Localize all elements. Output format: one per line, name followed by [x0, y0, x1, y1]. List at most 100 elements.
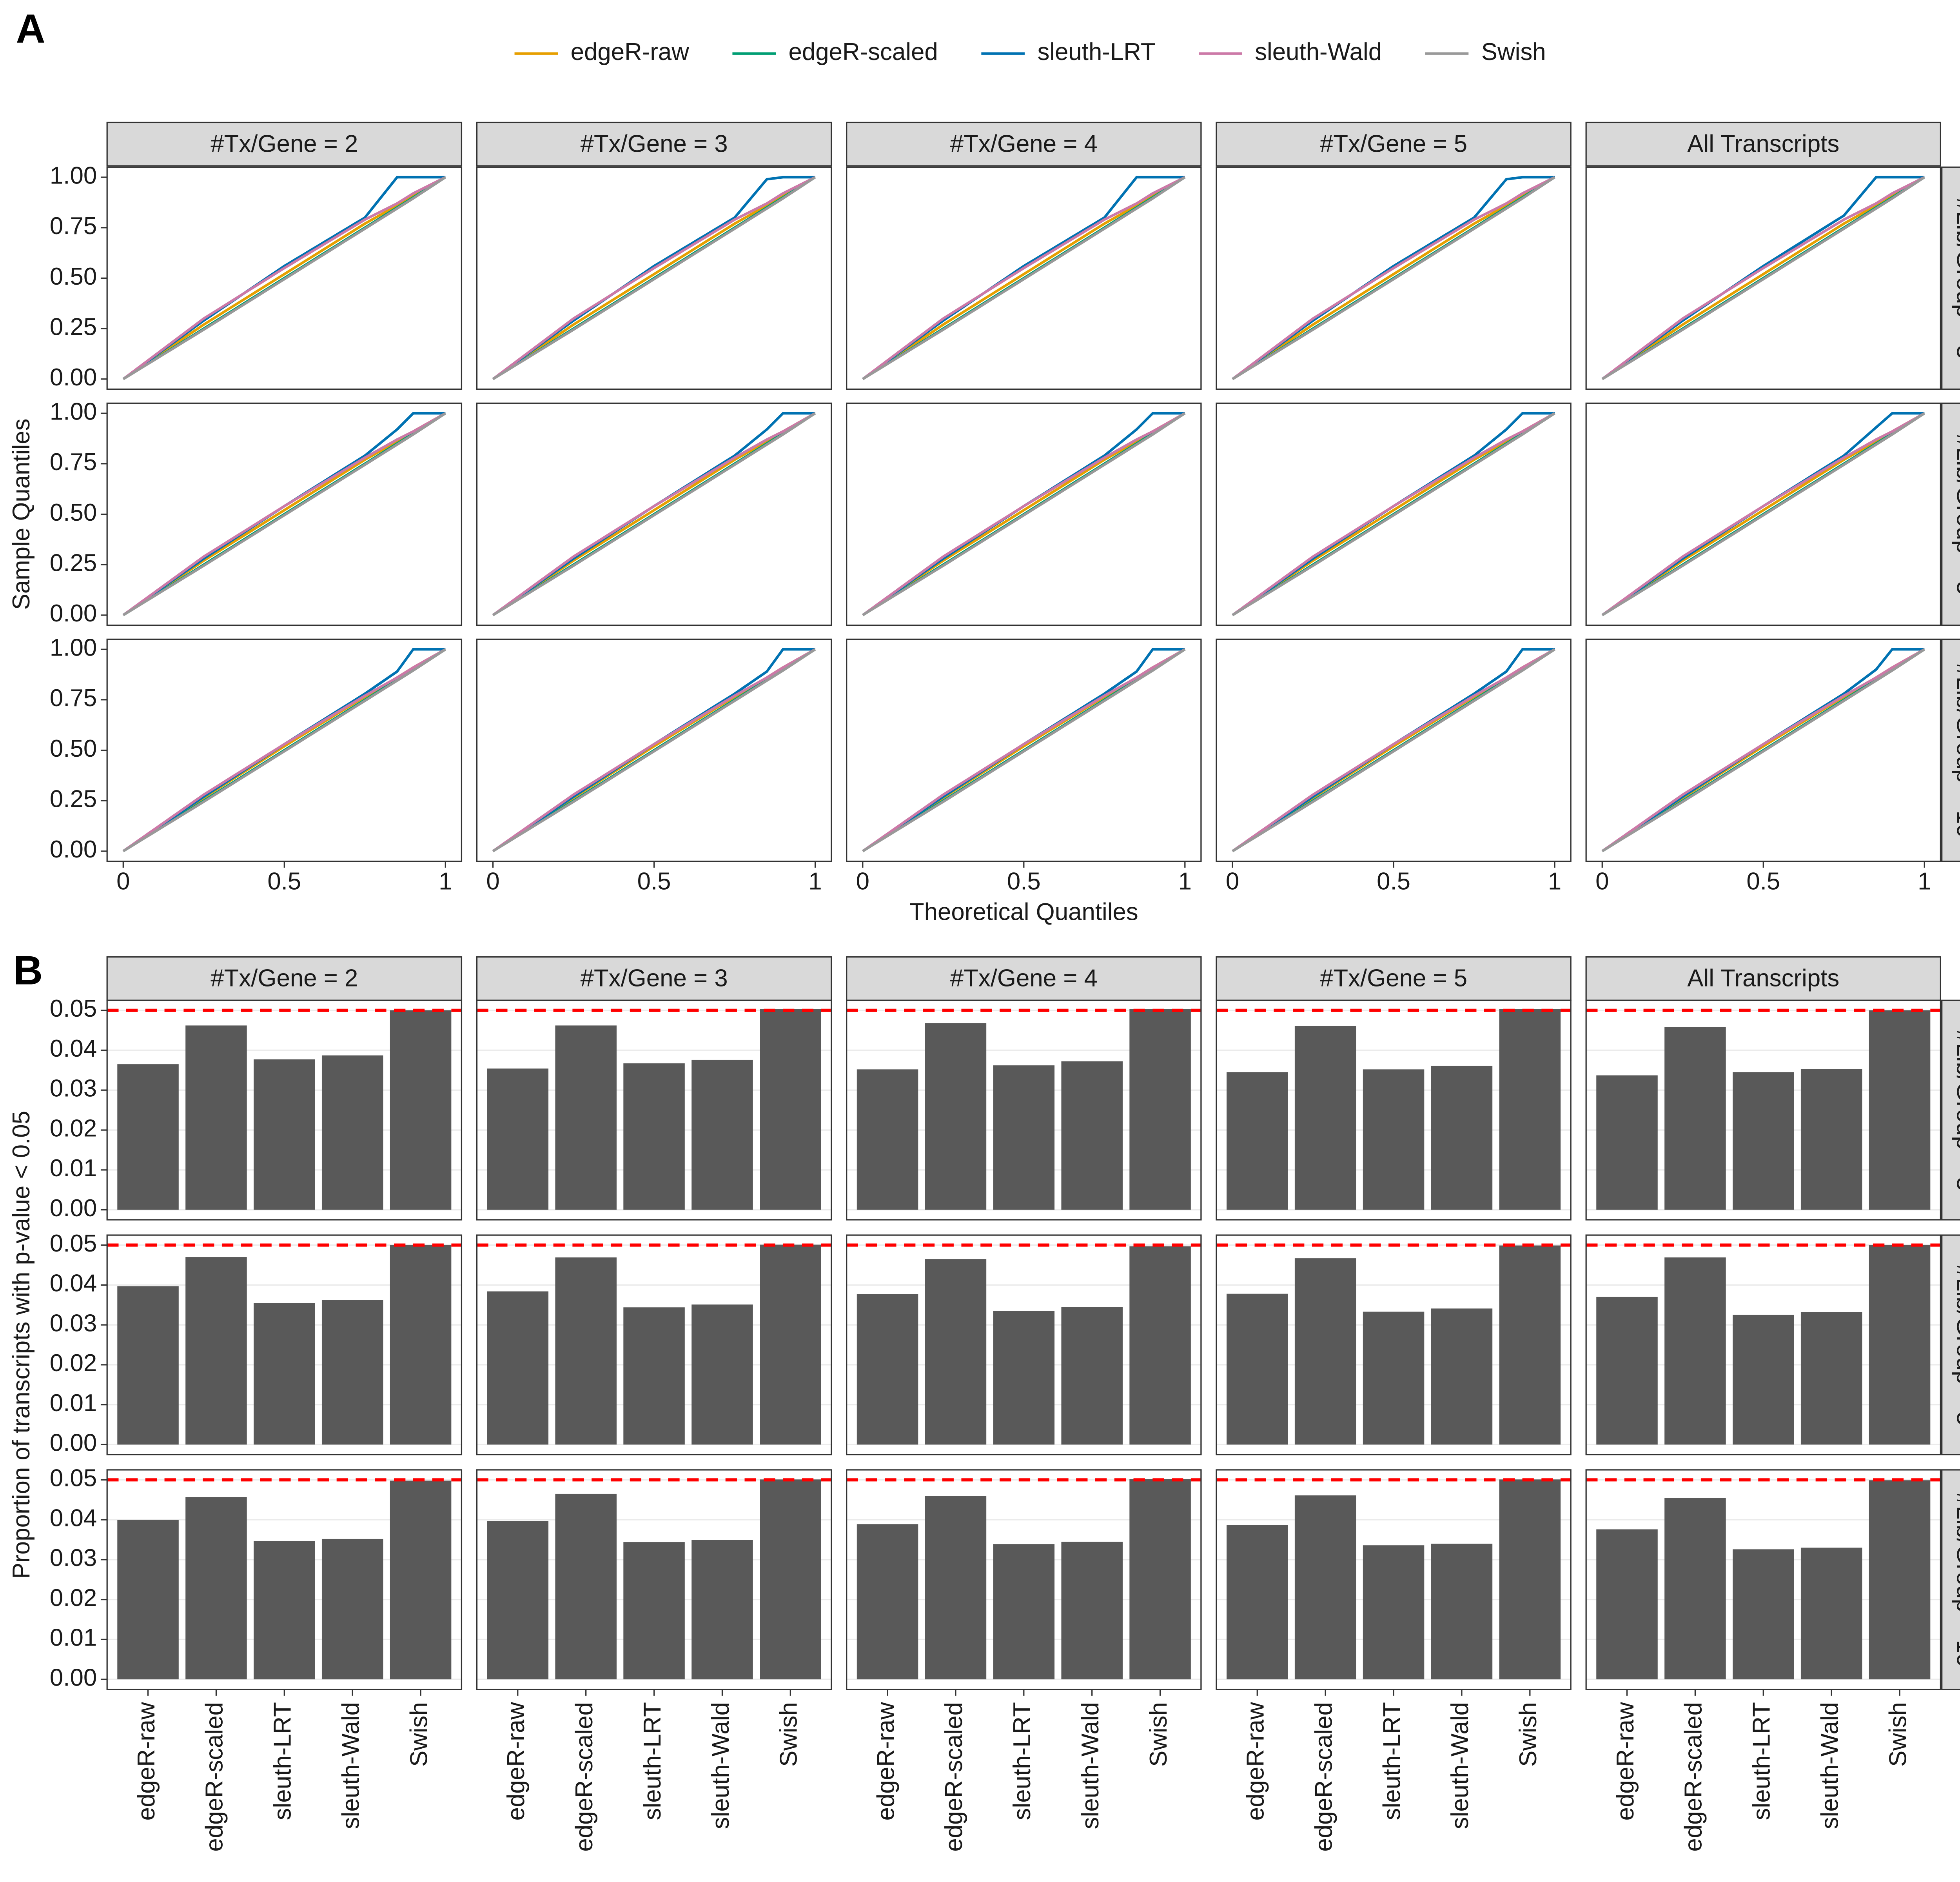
y-tick-label: 0.00 — [50, 1430, 97, 1457]
x-tick-label: 1 — [1178, 868, 1192, 895]
row-strip-label: #Lib/Group = 3 — [1952, 1030, 1960, 1191]
strip — [476, 122, 832, 167]
panel-border — [846, 1234, 1202, 1455]
bar — [185, 1257, 247, 1445]
bar — [925, 1496, 987, 1680]
qq-line — [492, 176, 816, 380]
strip — [476, 956, 832, 1001]
qq-line — [1601, 176, 1925, 380]
qq-line — [1232, 176, 1555, 380]
strip — [1941, 1469, 1960, 1690]
row-strip-label: #Lib/Group = 5 — [1952, 434, 1960, 595]
bar — [1869, 1010, 1931, 1210]
y-tick-label: 0.75 — [50, 685, 97, 712]
x-tick-label: sleuth-Wald — [707, 1702, 734, 1829]
qq-line — [1601, 176, 1926, 380]
bar — [1129, 1246, 1191, 1445]
y-axis-title: Sample Quantiles — [8, 419, 35, 610]
bar — [1733, 1315, 1794, 1445]
x-tick-label: 0 — [1226, 868, 1239, 895]
qq-line — [492, 176, 815, 380]
qq-line — [122, 176, 446, 380]
qq-line — [862, 648, 1186, 852]
bar — [623, 1063, 685, 1210]
x-tick-label: Swish — [1884, 1702, 1911, 1767]
bar — [1227, 1072, 1288, 1210]
qq-line — [1601, 176, 1925, 380]
x-tick-label: 1 — [1918, 868, 1931, 895]
y-tick-label: 0.00 — [50, 1664, 97, 1691]
column-strip-label: #Tx/Gene = 2 — [211, 130, 358, 157]
x-tick-label: sleuth-LRT — [1748, 1702, 1775, 1820]
qq-line — [492, 648, 816, 852]
bar — [1499, 1245, 1561, 1445]
y-tick-label: 0.00 — [50, 364, 97, 391]
x-tick-label: 1 — [1548, 868, 1561, 895]
bar — [1733, 1549, 1794, 1680]
qq-line — [1601, 648, 1926, 852]
y-tick-label: 0.00 — [50, 836, 97, 863]
panel-border — [1216, 1234, 1572, 1455]
qq-line — [1232, 412, 1555, 616]
y-tick-label: 0.02 — [50, 1584, 97, 1611]
legend-label: sleuth-Wald — [1255, 38, 1382, 65]
strip — [1941, 402, 1960, 626]
x-tick-label: sleuth-LRT — [269, 1702, 296, 1820]
column-strip-label: #Tx/Gene = 3 — [581, 965, 728, 992]
qq-line — [122, 412, 446, 616]
qq-line — [122, 648, 446, 852]
panel-border — [106, 999, 463, 1221]
panel-border — [476, 1234, 832, 1455]
panel-border — [476, 999, 832, 1221]
bar — [857, 1069, 918, 1210]
y-tick-label: 1.00 — [50, 634, 97, 661]
bar — [1664, 1257, 1726, 1445]
column-strip-label: All Transcripts — [1687, 965, 1839, 992]
x-tick-label: sleuth-LRT — [639, 1702, 666, 1820]
qq-line — [1232, 648, 1555, 852]
y-tick-label: 0.25 — [50, 549, 97, 576]
panel-border — [1216, 402, 1572, 626]
x-tick-label: 0 — [856, 868, 869, 895]
row-strip-label: #Lib/Group = 10 — [1952, 1492, 1960, 1667]
panel-border — [846, 166, 1202, 390]
qq-line — [492, 412, 815, 616]
x-tick-label: edgeR-raw — [872, 1702, 899, 1821]
qq-line — [1232, 412, 1555, 616]
qq-line — [1601, 648, 1925, 852]
y-tick-label: 0.03 — [50, 1544, 97, 1571]
qq-line — [122, 412, 446, 616]
qq-line — [492, 176, 816, 380]
bar — [555, 1025, 617, 1210]
y-tick-label: 0.02 — [50, 1115, 97, 1142]
x-tick-label: 0 — [1595, 868, 1609, 895]
bar — [1061, 1542, 1123, 1680]
y-tick-label: 0.03 — [50, 1310, 97, 1337]
x-tick-label: 1 — [439, 868, 452, 895]
qq-line — [862, 176, 1185, 380]
bar — [1294, 1258, 1356, 1445]
panel-border — [1216, 999, 1572, 1221]
bar — [1363, 1312, 1425, 1445]
qq-line — [1232, 648, 1555, 852]
qq-line — [862, 648, 1185, 852]
bar — [1800, 1069, 1862, 1210]
x-tick-label: Swish — [405, 1702, 432, 1767]
bar — [623, 1542, 685, 1680]
bar — [691, 1059, 753, 1210]
bar — [487, 1521, 549, 1680]
bar — [321, 1055, 383, 1210]
y-tick-label: 0.25 — [50, 313, 97, 340]
qq-line — [122, 176, 446, 380]
bar — [117, 1064, 179, 1210]
legend-label: edgeR-scaled — [789, 38, 938, 65]
row-strip-label: #Lib/Group = 10 — [1952, 663, 1960, 837]
bar — [555, 1493, 617, 1680]
x-tick-label: 0.5 — [1377, 868, 1410, 895]
bar — [487, 1068, 549, 1210]
bar — [691, 1540, 753, 1680]
y-tick-label: 0.04 — [50, 1035, 97, 1062]
bar — [1227, 1293, 1288, 1445]
x-tick-label: sleuth-Wald — [1077, 1702, 1104, 1829]
